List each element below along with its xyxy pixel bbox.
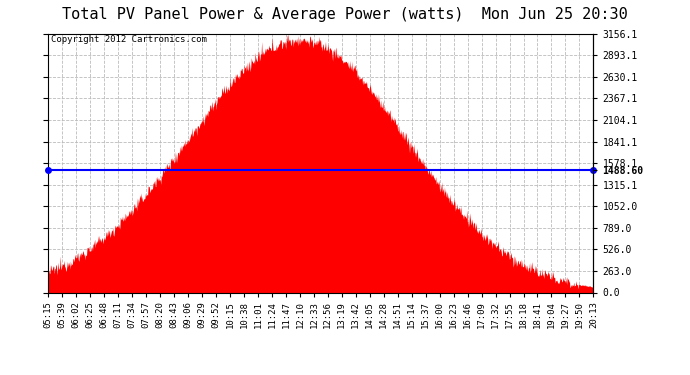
Text: Total PV Panel Power & Average Power (watts)  Mon Jun 25 20:30: Total PV Panel Power & Average Power (wa…: [62, 8, 628, 22]
Text: Copyright 2012 Cartronics.com: Copyright 2012 Cartronics.com: [51, 35, 207, 44]
